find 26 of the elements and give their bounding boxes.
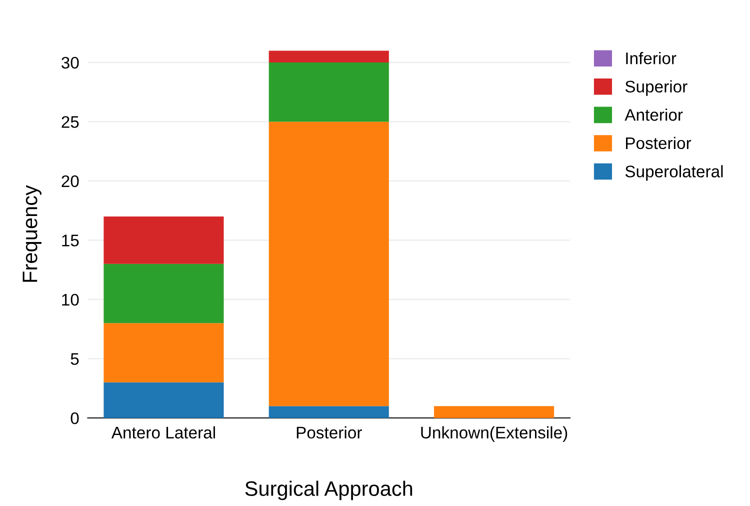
x-axis-title: Surgical Approach bbox=[245, 480, 412, 500]
legend-label: Posterior bbox=[626, 136, 692, 150]
y-tick-label: 10 bbox=[62, 294, 79, 306]
legend-label: Inferior bbox=[626, 52, 676, 64]
y-tick-label: 20 bbox=[62, 175, 79, 188]
legend-label: Superior bbox=[625, 80, 688, 96]
y-tick-label: 25 bbox=[62, 116, 79, 128]
bar bbox=[268, 406, 389, 418]
bar bbox=[268, 50, 389, 62]
bar bbox=[434, 406, 554, 418]
x-tick-label: Antero Lateral bbox=[111, 426, 215, 439]
bar bbox=[268, 122, 389, 406]
x-tick-label: Unknown(Extensile) bbox=[421, 426, 568, 442]
y-tick-label: 15 bbox=[62, 234, 79, 246]
bar bbox=[104, 382, 224, 418]
bar bbox=[104, 323, 224, 382]
bar bbox=[268, 62, 389, 122]
x-tick-label: Posterior bbox=[296, 426, 362, 439]
y-tick-label: 5 bbox=[70, 353, 79, 365]
bar bbox=[104, 264, 224, 324]
legend-label: Superolateral bbox=[625, 165, 723, 181]
y-axis-title: Frequency bbox=[22, 185, 42, 282]
y-tick-label: 30 bbox=[62, 56, 79, 69]
bar bbox=[104, 216, 224, 264]
y-tick-label: 0 bbox=[70, 412, 79, 424]
legend-label: Anterior bbox=[624, 108, 683, 121]
